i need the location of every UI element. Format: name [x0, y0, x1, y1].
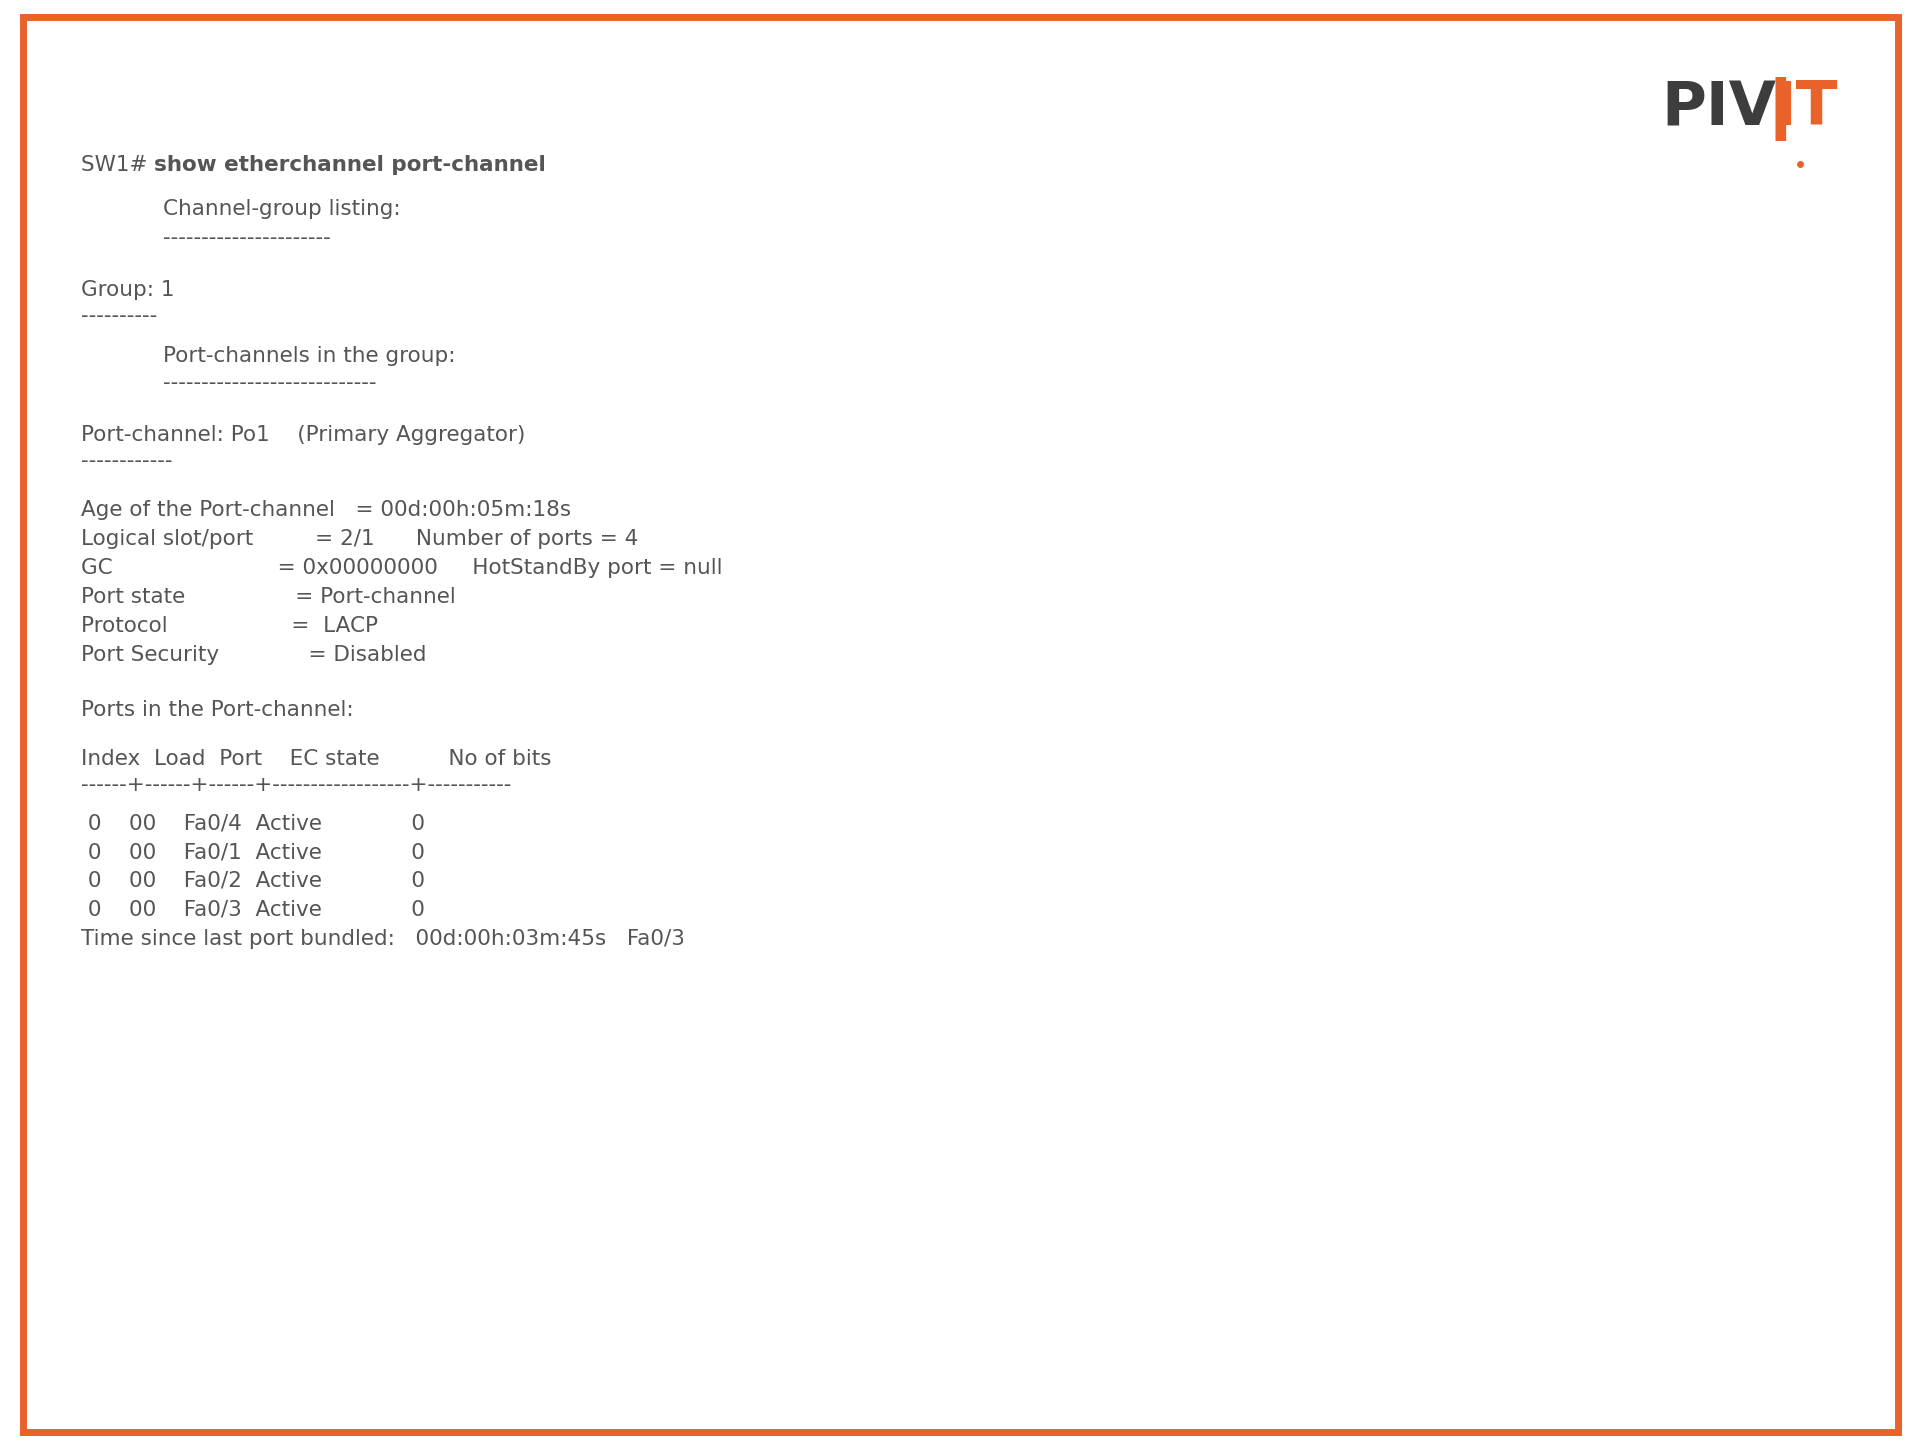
Text: Logical slot/port         = 2/1      Number of ports = 4: Logical slot/port = 2/1 Number of ports … — [81, 529, 638, 549]
Text: Group: 1: Group: 1 — [81, 280, 175, 300]
Text: show etherchannel port-channel: show etherchannel port-channel — [154, 155, 546, 175]
Text: 0    00    Fa0/1  Active             0: 0 00 Fa0/1 Active 0 — [81, 842, 425, 862]
Text: ------+------+------+------------------+-----------: ------+------+------+------------------+… — [81, 775, 511, 796]
Text: PIV: PIV — [1662, 80, 1777, 138]
Text: Port Security             = Disabled: Port Security = Disabled — [81, 645, 426, 665]
Text: Ports in the Port-channel:: Ports in the Port-channel: — [81, 700, 353, 720]
Text: ----------------------------: ---------------------------- — [163, 372, 377, 393]
Text: Age of the Port-channel   = 00d:00h:05m:18s: Age of the Port-channel = 00d:00h:05m:18… — [81, 500, 571, 520]
Text: IT: IT — [1773, 80, 1838, 138]
Text: Index  Load  Port    EC state          No of bits: Index Load Port EC state No of bits — [81, 749, 551, 769]
Text: Protocol                  =  LACP: Protocol = LACP — [81, 616, 378, 636]
Text: ----------: ---------- — [81, 306, 158, 326]
Text: 0    00    Fa0/2  Active             0: 0 00 Fa0/2 Active 0 — [81, 871, 425, 891]
Text: Port-channels in the group:: Port-channels in the group: — [163, 346, 455, 367]
Text: Port state                = Port-channel: Port state = Port-channel — [81, 587, 455, 607]
Text: ------------: ------------ — [81, 451, 173, 471]
Text: ❙: ❙ — [1754, 77, 1808, 141]
Text: ----------------------: ---------------------- — [163, 227, 330, 248]
Text: SW1#: SW1# — [81, 155, 154, 175]
Text: Channel-group listing:: Channel-group listing: — [163, 199, 401, 219]
Text: 0    00    Fa0/3  Active             0: 0 00 Fa0/3 Active 0 — [81, 900, 425, 920]
Text: Time since last port bundled:   00d:00h:03m:45s   Fa0/3: Time since last port bundled: 00d:00h:03… — [81, 929, 684, 949]
Text: 0    00    Fa0/4  Active             0: 0 00 Fa0/4 Active 0 — [81, 813, 425, 833]
Text: GC                        = 0x00000000     HotStandBy port = null: GC = 0x00000000 HotStandBy port = null — [81, 558, 722, 578]
Text: Port-channel: Po1    (Primary Aggregator): Port-channel: Po1 (Primary Aggregator) — [81, 425, 524, 445]
